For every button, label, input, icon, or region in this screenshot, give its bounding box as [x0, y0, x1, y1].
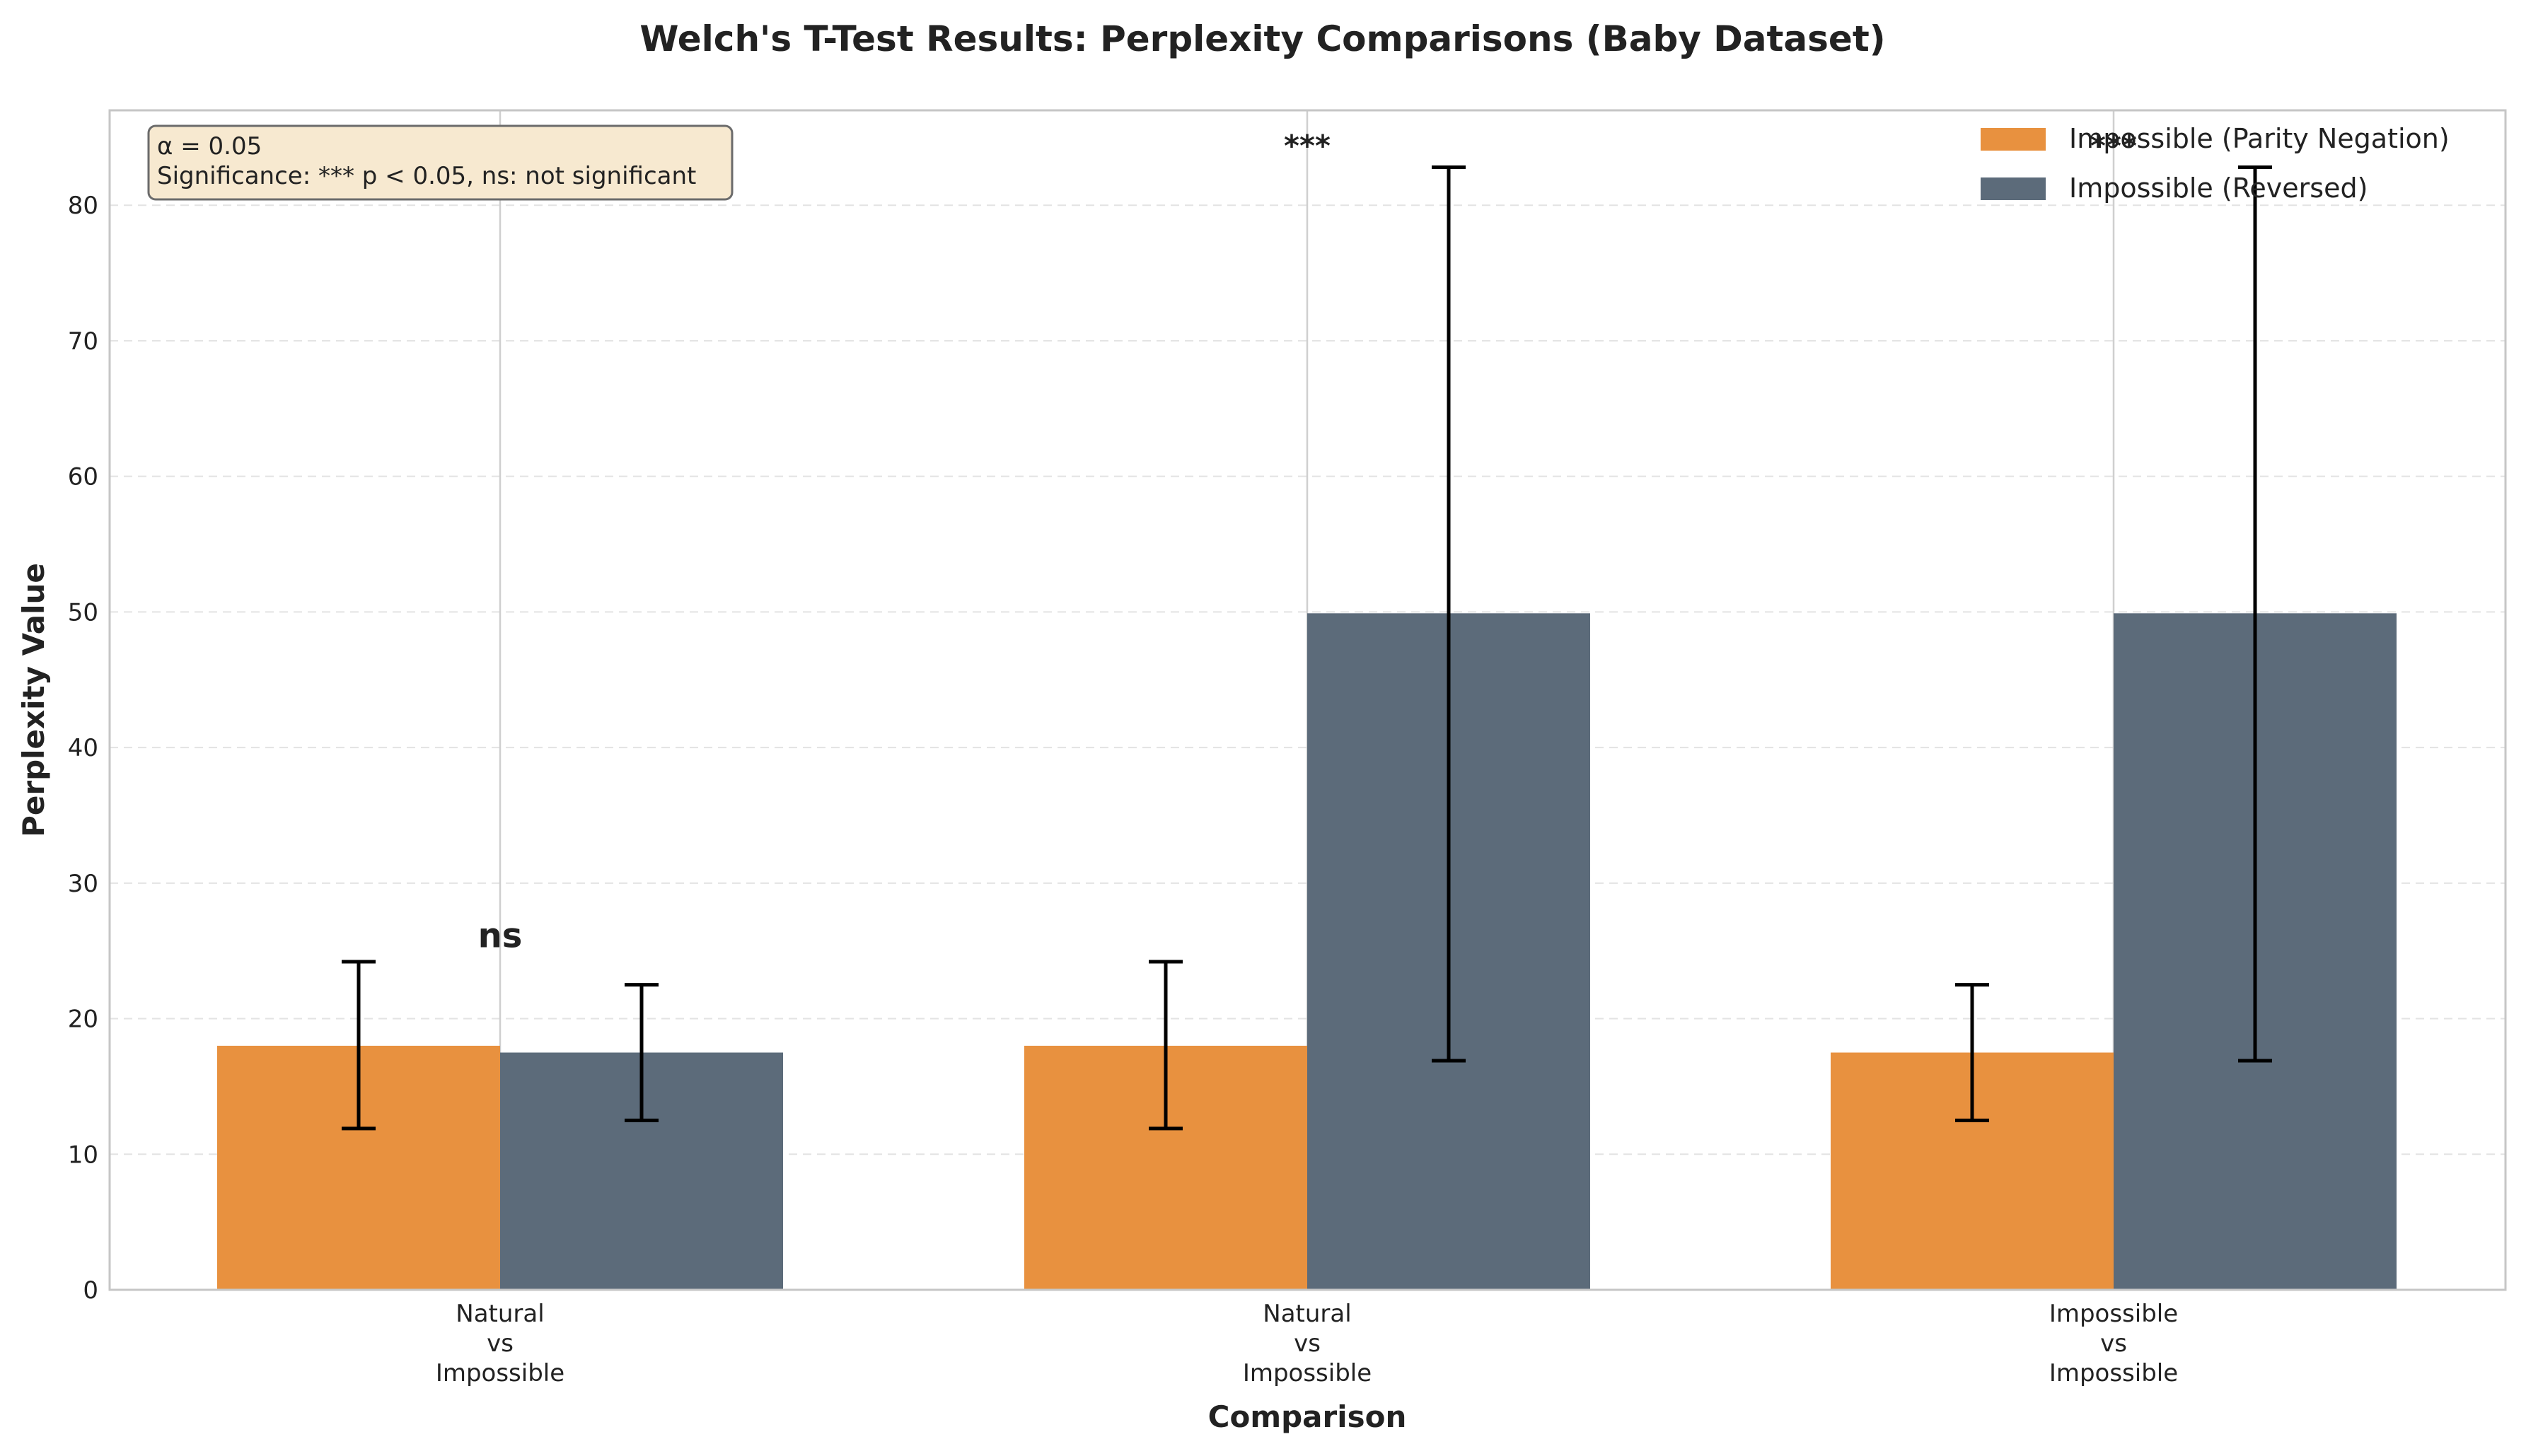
significance-label: *** [2090, 128, 2137, 163]
legend-label: Impossible (Reversed) [2069, 173, 2368, 204]
significance-annotation: Significance: *** p < 0.05, ns: not sign… [157, 162, 696, 190]
y-tick-label: 70 [68, 327, 98, 356]
annotation-box-frame [147, 124, 734, 201]
y-tick-label: 30 [68, 870, 98, 898]
alpha-annotation: α = 0.05 [157, 132, 262, 161]
legend-label: Impossible (Parity Negation) [2069, 123, 2450, 154]
x-tick-label: Natural vs Impossible [436, 1300, 564, 1387]
y-tick-label: 80 [68, 192, 98, 220]
significance-label: ns [478, 916, 523, 956]
x-tick-label: Natural vs Impossible [1243, 1300, 1372, 1387]
y-axis-ticks: 0 10 20 30 40 50 60 70 80 [68, 192, 98, 1305]
y-axis-title: Perplexity Value [16, 563, 51, 837]
significance-label: *** [1284, 128, 1331, 163]
y-tick-label: 40 [68, 734, 98, 762]
chart-title: Welch's T-Test Results: Perplexity Compa… [639, 18, 1885, 59]
y-tick-label: 0 [83, 1276, 98, 1305]
x-tick-label: Impossible vs Impossible [2049, 1300, 2178, 1387]
y-tick-label: 50 [68, 598, 98, 627]
legend-swatch [1981, 177, 2046, 200]
plot-frame [108, 109, 2507, 1291]
errors-layer [342, 165, 2272, 1131]
legend-swatch [1981, 128, 2046, 151]
legend: Impossible (Parity Negation) Impossible (… [1981, 123, 2450, 204]
annotation-box: α = 0.05 Significance: *** p < 0.05, ns:… [147, 124, 734, 201]
y-tick-label: 20 [68, 1006, 98, 1034]
x-axis-ticks: Natural vs Impossible Natural vs Impossible Im… [436, 1300, 2178, 1387]
x-axis-title: Comparison [1208, 1399, 1407, 1434]
y-tick-label: 10 [68, 1141, 98, 1169]
significance-layer: ns *** *** [478, 128, 2137, 955]
y-tick-label: 60 [68, 463, 98, 491]
